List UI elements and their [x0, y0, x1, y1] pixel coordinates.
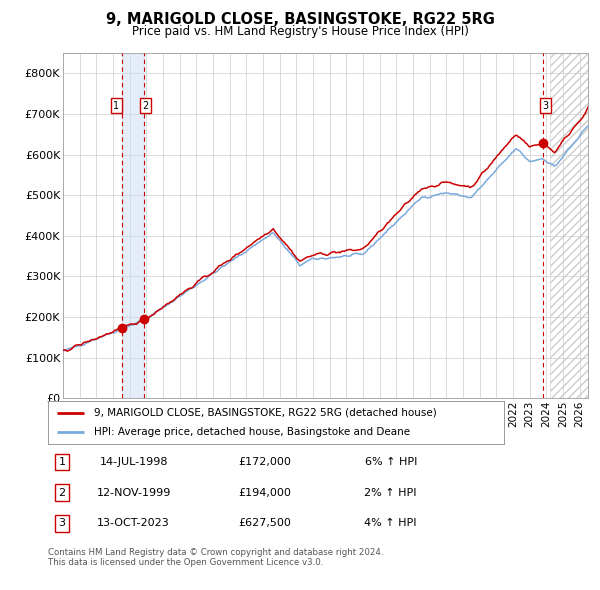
Text: Price paid vs. HM Land Registry's House Price Index (HPI): Price paid vs. HM Land Registry's House …	[131, 25, 469, 38]
Text: 2% ↑ HPI: 2% ↑ HPI	[364, 488, 417, 497]
Text: £194,000: £194,000	[238, 488, 291, 497]
Text: 9, MARIGOLD CLOSE, BASINGSTOKE, RG22 5RG (detached house): 9, MARIGOLD CLOSE, BASINGSTOKE, RG22 5RG…	[94, 408, 436, 418]
Text: 2: 2	[59, 488, 65, 497]
Text: 4% ↑ HPI: 4% ↑ HPI	[364, 519, 417, 528]
Text: £627,500: £627,500	[238, 519, 291, 528]
Text: 6% ↑ HPI: 6% ↑ HPI	[365, 457, 417, 467]
Text: 12-NOV-1999: 12-NOV-1999	[97, 488, 171, 497]
Text: Contains HM Land Registry data © Crown copyright and database right 2024.: Contains HM Land Registry data © Crown c…	[48, 548, 383, 557]
Text: 1: 1	[59, 457, 65, 467]
Text: HPI: Average price, detached house, Basingstoke and Deane: HPI: Average price, detached house, Basi…	[94, 427, 410, 437]
Text: 9, MARIGOLD CLOSE, BASINGSTOKE, RG22 5RG: 9, MARIGOLD CLOSE, BASINGSTOKE, RG22 5RG	[106, 12, 494, 27]
Text: 3: 3	[59, 519, 65, 528]
Text: 14-JUL-1998: 14-JUL-1998	[100, 457, 168, 467]
Bar	[122, 53, 144, 398]
Text: 1: 1	[113, 101, 119, 111]
Text: This data is licensed under the Open Government Licence v3.0.: This data is licensed under the Open Gov…	[48, 558, 323, 567]
Text: £172,000: £172,000	[238, 457, 291, 467]
Text: 13-OCT-2023: 13-OCT-2023	[97, 519, 170, 528]
Text: 2: 2	[142, 101, 149, 111]
Text: 3: 3	[542, 101, 548, 111]
